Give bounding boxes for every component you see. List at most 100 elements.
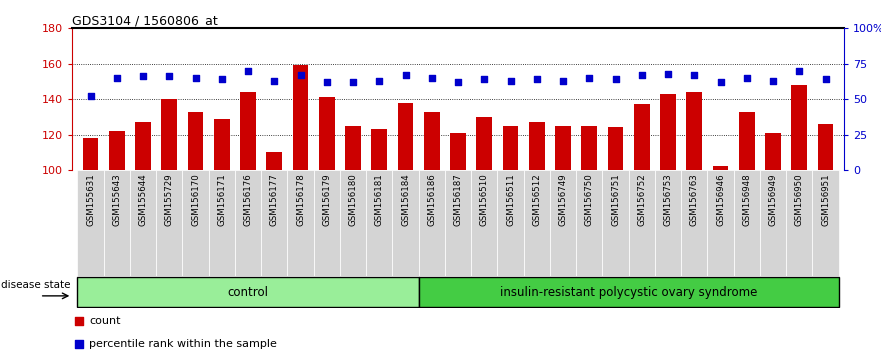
Point: [162, 74, 176, 79]
Bar: [78, 170, 104, 276]
Bar: [608, 127, 624, 170]
Bar: [262, 170, 287, 276]
Point: [398, 72, 412, 78]
Text: GSM155644: GSM155644: [138, 173, 148, 226]
Point: [609, 76, 623, 82]
Text: GSM156951: GSM156951: [821, 173, 830, 226]
Bar: [707, 170, 734, 276]
Bar: [581, 126, 597, 170]
Bar: [182, 170, 209, 276]
Bar: [550, 170, 576, 276]
Text: control: control: [227, 286, 269, 298]
Point: [582, 75, 596, 81]
Point: [504, 78, 518, 84]
Point: [818, 76, 833, 82]
Bar: [78, 277, 418, 307]
Text: GSM156170: GSM156170: [191, 173, 200, 226]
Bar: [713, 166, 729, 170]
Bar: [161, 99, 177, 170]
Bar: [734, 170, 760, 276]
Text: GSM156181: GSM156181: [375, 173, 384, 226]
Bar: [791, 85, 807, 170]
Bar: [445, 170, 471, 276]
Bar: [681, 170, 707, 276]
Text: GSM156177: GSM156177: [270, 173, 279, 226]
Bar: [739, 112, 755, 170]
Text: GSM155631: GSM155631: [86, 173, 95, 226]
Bar: [523, 170, 550, 276]
Bar: [292, 65, 308, 170]
Bar: [603, 170, 629, 276]
Bar: [136, 122, 151, 170]
Text: GSM156751: GSM156751: [611, 173, 620, 226]
Bar: [209, 170, 235, 276]
Bar: [109, 131, 125, 170]
Text: GSM156750: GSM156750: [585, 173, 594, 226]
Bar: [450, 133, 466, 170]
Point: [345, 27, 359, 33]
Text: GSM156511: GSM156511: [506, 173, 515, 226]
Text: GSM156749: GSM156749: [559, 173, 567, 226]
Bar: [498, 170, 523, 276]
Point: [84, 93, 98, 99]
Bar: [130, 170, 156, 276]
Bar: [503, 126, 519, 170]
Point: [241, 68, 255, 74]
Bar: [471, 170, 498, 276]
Bar: [812, 170, 839, 276]
Bar: [418, 170, 445, 276]
Bar: [156, 170, 182, 276]
Bar: [555, 126, 571, 170]
Point: [661, 71, 675, 76]
Text: GSM156512: GSM156512: [532, 173, 541, 226]
Bar: [477, 117, 492, 170]
Bar: [655, 170, 681, 276]
Bar: [418, 277, 839, 307]
Point: [687, 72, 701, 78]
Bar: [287, 170, 314, 276]
Text: GSM156949: GSM156949: [768, 173, 778, 225]
Bar: [629, 170, 655, 276]
Point: [373, 78, 387, 84]
Text: percentile rank within the sample: percentile rank within the sample: [89, 339, 277, 349]
Point: [766, 78, 781, 84]
Bar: [314, 170, 340, 276]
Bar: [372, 129, 388, 170]
Point: [320, 79, 334, 85]
Text: count: count: [89, 316, 121, 326]
Bar: [766, 133, 781, 170]
Bar: [529, 122, 544, 170]
Point: [345, 236, 359, 242]
Text: GDS3104 / 1560806_at: GDS3104 / 1560806_at: [72, 14, 218, 27]
Point: [529, 76, 544, 82]
Text: GSM156948: GSM156948: [743, 173, 751, 226]
Point: [346, 79, 360, 85]
Text: GSM156187: GSM156187: [454, 173, 463, 226]
Bar: [424, 112, 440, 170]
Point: [267, 78, 281, 84]
Bar: [188, 112, 204, 170]
Text: GSM156184: GSM156184: [401, 173, 411, 226]
Bar: [634, 104, 650, 170]
Bar: [366, 170, 393, 276]
Bar: [576, 170, 603, 276]
Point: [189, 75, 203, 81]
Text: GSM156171: GSM156171: [218, 173, 226, 226]
Point: [136, 74, 150, 79]
Bar: [235, 170, 262, 276]
Point: [451, 79, 465, 85]
Bar: [686, 92, 702, 170]
Text: GSM156753: GSM156753: [663, 173, 672, 226]
Text: GSM156510: GSM156510: [480, 173, 489, 226]
Point: [556, 78, 570, 84]
Bar: [393, 170, 418, 276]
Point: [714, 79, 728, 85]
Point: [110, 75, 124, 81]
Bar: [241, 92, 256, 170]
Text: GSM156180: GSM156180: [349, 173, 358, 226]
Bar: [660, 94, 676, 170]
Bar: [345, 126, 361, 170]
Text: GSM155643: GSM155643: [113, 173, 122, 226]
Bar: [104, 170, 130, 276]
Bar: [760, 170, 786, 276]
